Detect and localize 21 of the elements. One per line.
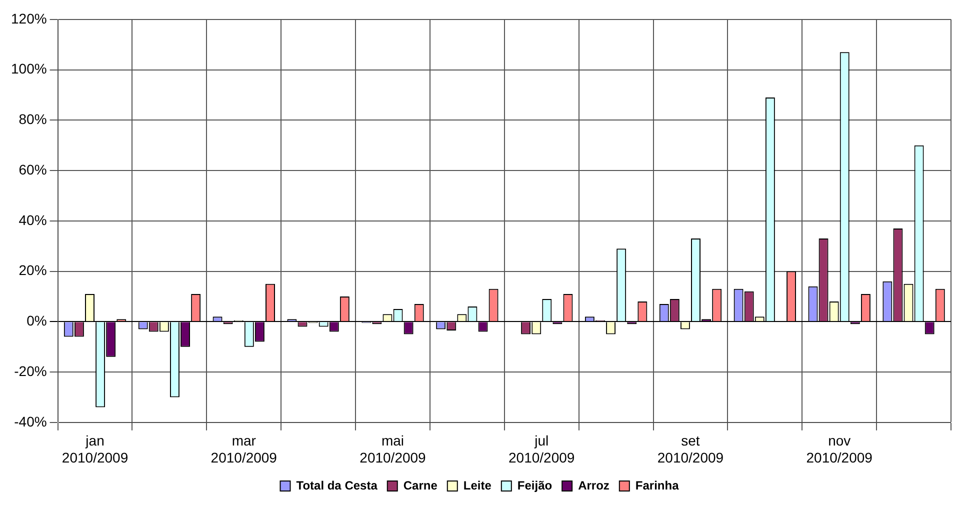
y-tick-label: -40% xyxy=(14,413,47,430)
legend-label: Feijão xyxy=(517,478,552,492)
y-tick-label: 100% xyxy=(10,60,47,77)
x-tick-label: set 2010/2009 xyxy=(657,432,724,466)
y-tick-label: -20% xyxy=(14,362,47,379)
y-tick-label: 80% xyxy=(18,111,47,128)
y-tick-label: 0% xyxy=(26,312,47,329)
legend-label: Arroz xyxy=(578,478,610,492)
y-tick-label: 20% xyxy=(18,262,47,278)
x-tick-label: jan 2010/2009 xyxy=(62,432,128,466)
x-tick-label: nov 2010/2009 xyxy=(806,432,873,466)
x-tick-label: mai 2010/2009 xyxy=(360,432,426,466)
y-tick-label: 40% xyxy=(18,212,47,228)
x-tick-label: mar 2010/2009 xyxy=(210,432,278,466)
x-tick-label: jul 2010/2009 xyxy=(508,432,575,466)
legend-label: Total da Cesta xyxy=(296,478,378,492)
legend-label: Carne xyxy=(403,478,438,492)
y-tick-label: 120% xyxy=(10,10,47,26)
legend-label: Farinha xyxy=(635,478,680,492)
y-tick-label: 60% xyxy=(18,161,47,178)
legend-label: Leite xyxy=(463,478,492,492)
